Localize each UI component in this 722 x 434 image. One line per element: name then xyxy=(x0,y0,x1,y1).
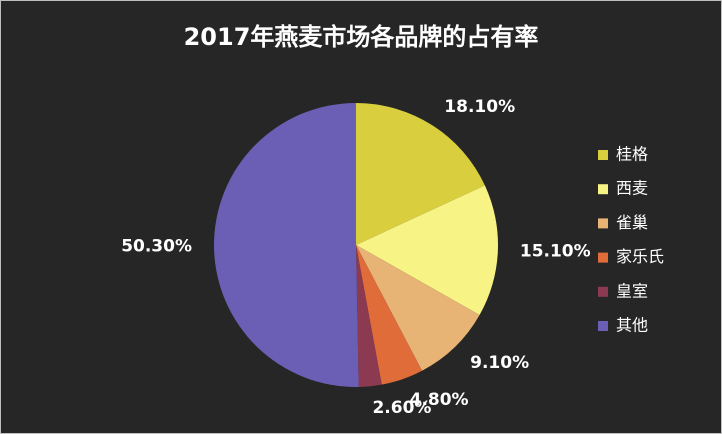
legend-swatch xyxy=(598,321,608,331)
data-label: 15.10% xyxy=(520,242,591,262)
pie-slice xyxy=(214,103,359,387)
legend-label: 雀巢 xyxy=(616,213,648,232)
pie-slice xyxy=(356,185,498,315)
pie-slice xyxy=(356,103,485,245)
data-label: 18.10% xyxy=(444,97,515,117)
data-label: 2.60% xyxy=(372,398,431,418)
data-label: 9.10% xyxy=(470,353,529,373)
legend-swatch xyxy=(598,286,608,297)
pie-slice xyxy=(356,245,480,371)
pie-slice xyxy=(356,245,382,387)
legend-swatch xyxy=(598,252,608,263)
legend-label: 桂格 xyxy=(616,145,648,164)
data-label: 50.30% xyxy=(121,237,192,257)
legend-swatch xyxy=(598,218,608,229)
pie-slice xyxy=(356,245,423,385)
chart-title: 2017年燕麦市场各品牌的占有率 xyxy=(184,23,539,51)
legend-swatch xyxy=(598,184,608,195)
data-label: 4.80% xyxy=(410,390,469,410)
legend-label: 家乐氏 xyxy=(616,247,664,266)
legend-swatch xyxy=(598,150,608,160)
legend-label: 西麦 xyxy=(616,179,648,198)
legend-label: 皇室 xyxy=(616,281,648,300)
legend-label: 其他 xyxy=(616,316,648,335)
